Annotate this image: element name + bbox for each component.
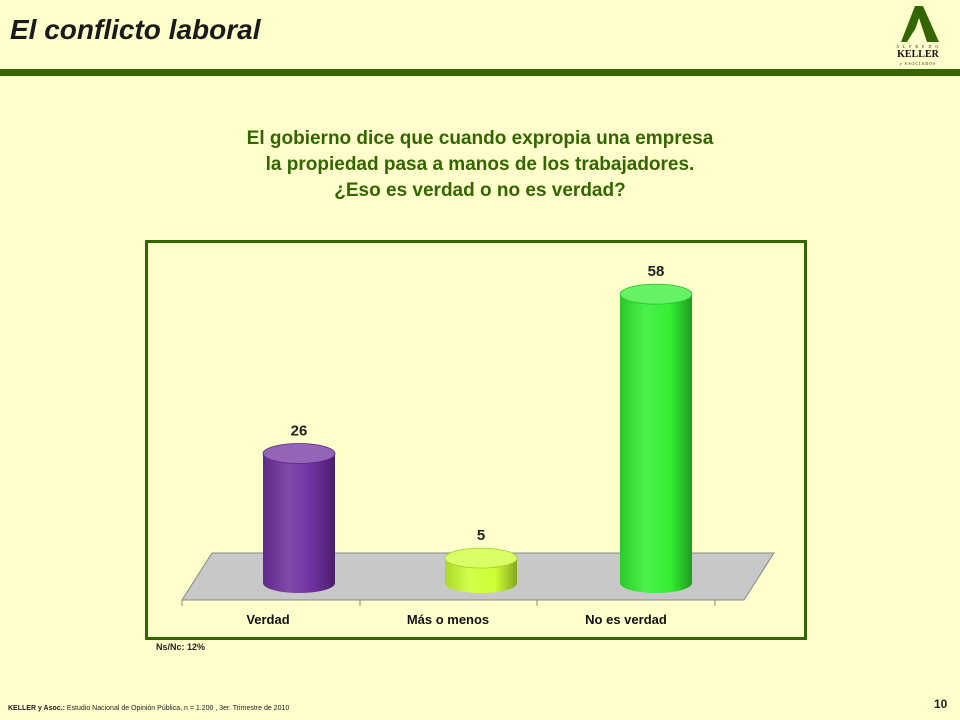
logo-bottom-text: y ASOCIADOS (899, 61, 937, 66)
question-line: la propiedad pasa a manos de los trabaja… (265, 154, 695, 175)
bar-chart: 26 Verdad 5 Más o menos 58 No es verdad (181, 263, 775, 627)
keller-logo: A L F R E D O KELLER y ASOCIADOS (893, 4, 943, 66)
keller-logo-mark-icon (901, 6, 939, 42)
bar-top-2 (444, 547, 518, 569)
logo-top-text: A L F R E D O (896, 44, 940, 49)
bar-top-1 (262, 443, 336, 464)
bar-1 (263, 453, 335, 593)
category-label-3: No es verdad (585, 612, 667, 627)
header-divider (0, 69, 960, 76)
bar-top-3 (619, 283, 693, 305)
footnote-nsnc: Ns/Nc: 12% (156, 642, 206, 652)
data-label-2: 5 (477, 527, 485, 544)
category-label-1: Verdad (246, 612, 289, 627)
source-bold: KELLER y Asoc.: (8, 705, 65, 712)
data-label-3: 58 (648, 263, 665, 280)
chart-frame: 26 Verdad 5 Más o menos 58 No es verdad (145, 240, 807, 640)
question-line: El gobierno dice que cuando expropia una… (246, 128, 714, 149)
page-title: El conflicto laboral (10, 14, 261, 45)
question-line: ¿Eso es verdad o no es verdad? (334, 180, 626, 201)
category-label-2: Más o menos (407, 612, 489, 627)
logo-main-text: KELLER (897, 49, 939, 60)
bar-3 (620, 294, 692, 593)
source-note: KELLER y Asoc.: Estudio Nacional de Opin… (8, 705, 289, 712)
data-label-1: 26 (291, 423, 308, 440)
source-text: Estudio Nacional de Opinión Pública, n =… (64, 705, 290, 712)
survey-question: El gobierno dice que cuando expropia una… (160, 126, 800, 204)
page-number: 10 (934, 697, 948, 711)
